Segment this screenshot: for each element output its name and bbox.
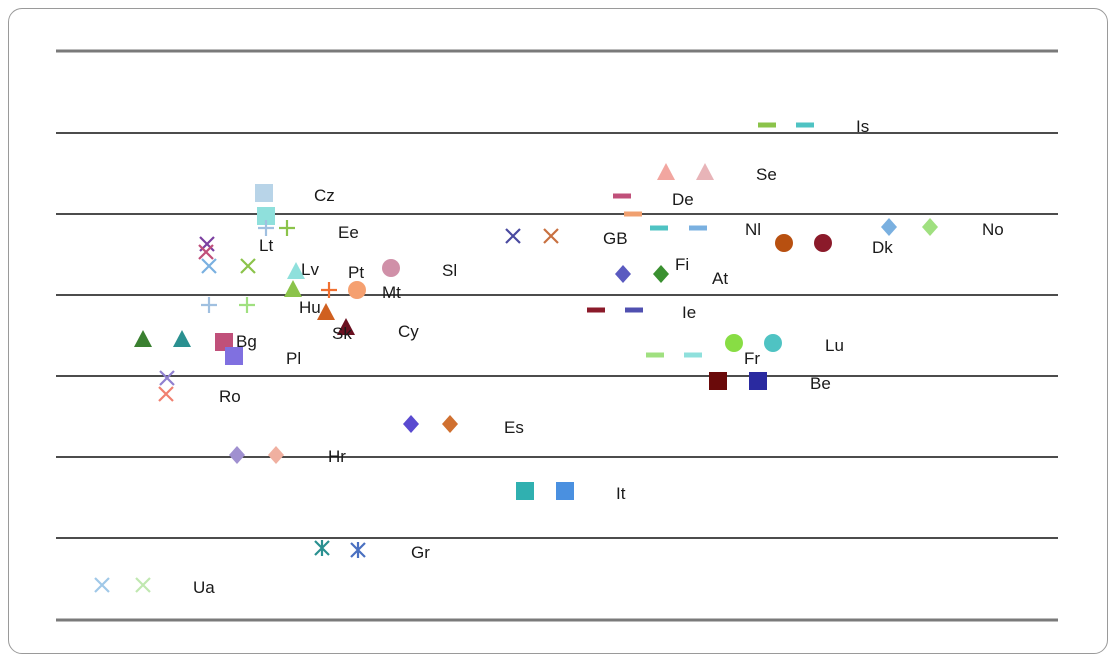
country-label-se: Se bbox=[756, 165, 777, 184]
data-point-pt-1 bbox=[287, 262, 305, 279]
country-label-de: De bbox=[672, 190, 694, 209]
data-point-ee-1 bbox=[258, 220, 274, 236]
country-label-hr: Hr bbox=[328, 447, 346, 466]
data-point-pl-1 bbox=[215, 333, 233, 351]
country-label-es: Es bbox=[504, 418, 524, 437]
data-point-dk-2 bbox=[814, 234, 832, 252]
country-label-gb: GB bbox=[603, 229, 628, 248]
country-label-dk: Dk bbox=[872, 238, 893, 257]
country-label-sk: Sk bbox=[332, 324, 352, 343]
data-point-it-2 bbox=[556, 482, 574, 500]
data-point-lu-1 bbox=[725, 334, 743, 352]
country-label-at: At bbox=[712, 269, 728, 288]
data-point-no-1 bbox=[881, 218, 897, 236]
data-point-sk-1 bbox=[317, 303, 335, 320]
country-label-is: Is bbox=[856, 117, 869, 136]
country-label-ua: Ua bbox=[193, 578, 215, 597]
data-point-hu-1 bbox=[201, 297, 217, 313]
country-label-pl: Pl bbox=[286, 349, 301, 368]
country-label-lu: Lu bbox=[825, 336, 844, 355]
country-label-lt: Lt bbox=[259, 236, 273, 255]
country-label-cy: Cy bbox=[398, 322, 419, 341]
country-label-ie: Ie bbox=[682, 303, 696, 322]
country-label-pt: Pt bbox=[348, 263, 364, 282]
data-point-be-1 bbox=[709, 372, 727, 390]
country-label-ee: Ee bbox=[338, 223, 359, 242]
country-label-fr: Fr bbox=[744, 349, 760, 368]
country-label-be: Be bbox=[810, 374, 831, 393]
country-label-mt: Mt bbox=[382, 283, 401, 302]
data-point-hu-2 bbox=[239, 297, 255, 313]
data-point-hr-1 bbox=[229, 446, 245, 464]
data-point-dk-1 bbox=[775, 234, 793, 252]
data-point-es-2 bbox=[442, 415, 458, 433]
country-label-no: No bbox=[982, 220, 1004, 239]
data-point-lv-1 bbox=[201, 258, 217, 274]
data-point-se-2 bbox=[696, 163, 714, 180]
data-point-sk-2 bbox=[337, 318, 355, 335]
country-label-it: It bbox=[616, 484, 626, 503]
data-point-hr-2 bbox=[268, 446, 284, 464]
country-label-ro: Ro bbox=[219, 387, 241, 406]
data-point-se-1 bbox=[657, 163, 675, 180]
data-point-gb-2 bbox=[543, 228, 559, 244]
data-point-it-1 bbox=[516, 482, 534, 500]
data-point-es-1 bbox=[403, 415, 419, 433]
country-label-bg: Bg bbox=[236, 332, 257, 351]
data-point-mt-1 bbox=[321, 282, 337, 298]
data-point-lv-2 bbox=[240, 258, 256, 274]
data-point-gr-2 bbox=[350, 542, 366, 558]
data-point-fi-1 bbox=[615, 265, 631, 283]
country-label-lv: Lv bbox=[301, 260, 319, 279]
data-point-ro-1 bbox=[159, 370, 175, 386]
country-label-gr: Gr bbox=[411, 543, 430, 562]
data-point-ro-2 bbox=[158, 386, 174, 402]
country-label-cz: Cz bbox=[314, 186, 335, 205]
chart-frame bbox=[8, 8, 1108, 654]
data-point-ua-2 bbox=[135, 577, 151, 593]
data-point-ua-1 bbox=[94, 577, 110, 593]
data-point-fi-2 bbox=[653, 265, 669, 283]
country-label-fi: Fi bbox=[675, 255, 689, 274]
data-point-sl-1 bbox=[382, 259, 400, 277]
data-point-lu-2 bbox=[764, 334, 782, 352]
data-point-pt-2 bbox=[284, 280, 302, 297]
country-label-sl: Sl bbox=[442, 261, 457, 280]
data-point-no-2 bbox=[922, 218, 938, 236]
country-label-nl: Nl bbox=[745, 220, 761, 239]
data-point-cz-1 bbox=[255, 184, 273, 202]
data-point-bg-1 bbox=[134, 330, 152, 347]
data-point-gb-1 bbox=[505, 228, 521, 244]
data-point-lt-2 bbox=[198, 244, 214, 260]
data-point-be-2 bbox=[749, 372, 767, 390]
data-point-cz-2 bbox=[257, 207, 275, 225]
data-point-ee-2 bbox=[279, 220, 295, 236]
data-point-gr-1 bbox=[314, 540, 330, 556]
data-point-mt-2 bbox=[348, 281, 366, 299]
data-point-bg-2 bbox=[173, 330, 191, 347]
data-point-pl-2 bbox=[225, 347, 243, 365]
country-label-hu: Hu bbox=[299, 298, 321, 317]
